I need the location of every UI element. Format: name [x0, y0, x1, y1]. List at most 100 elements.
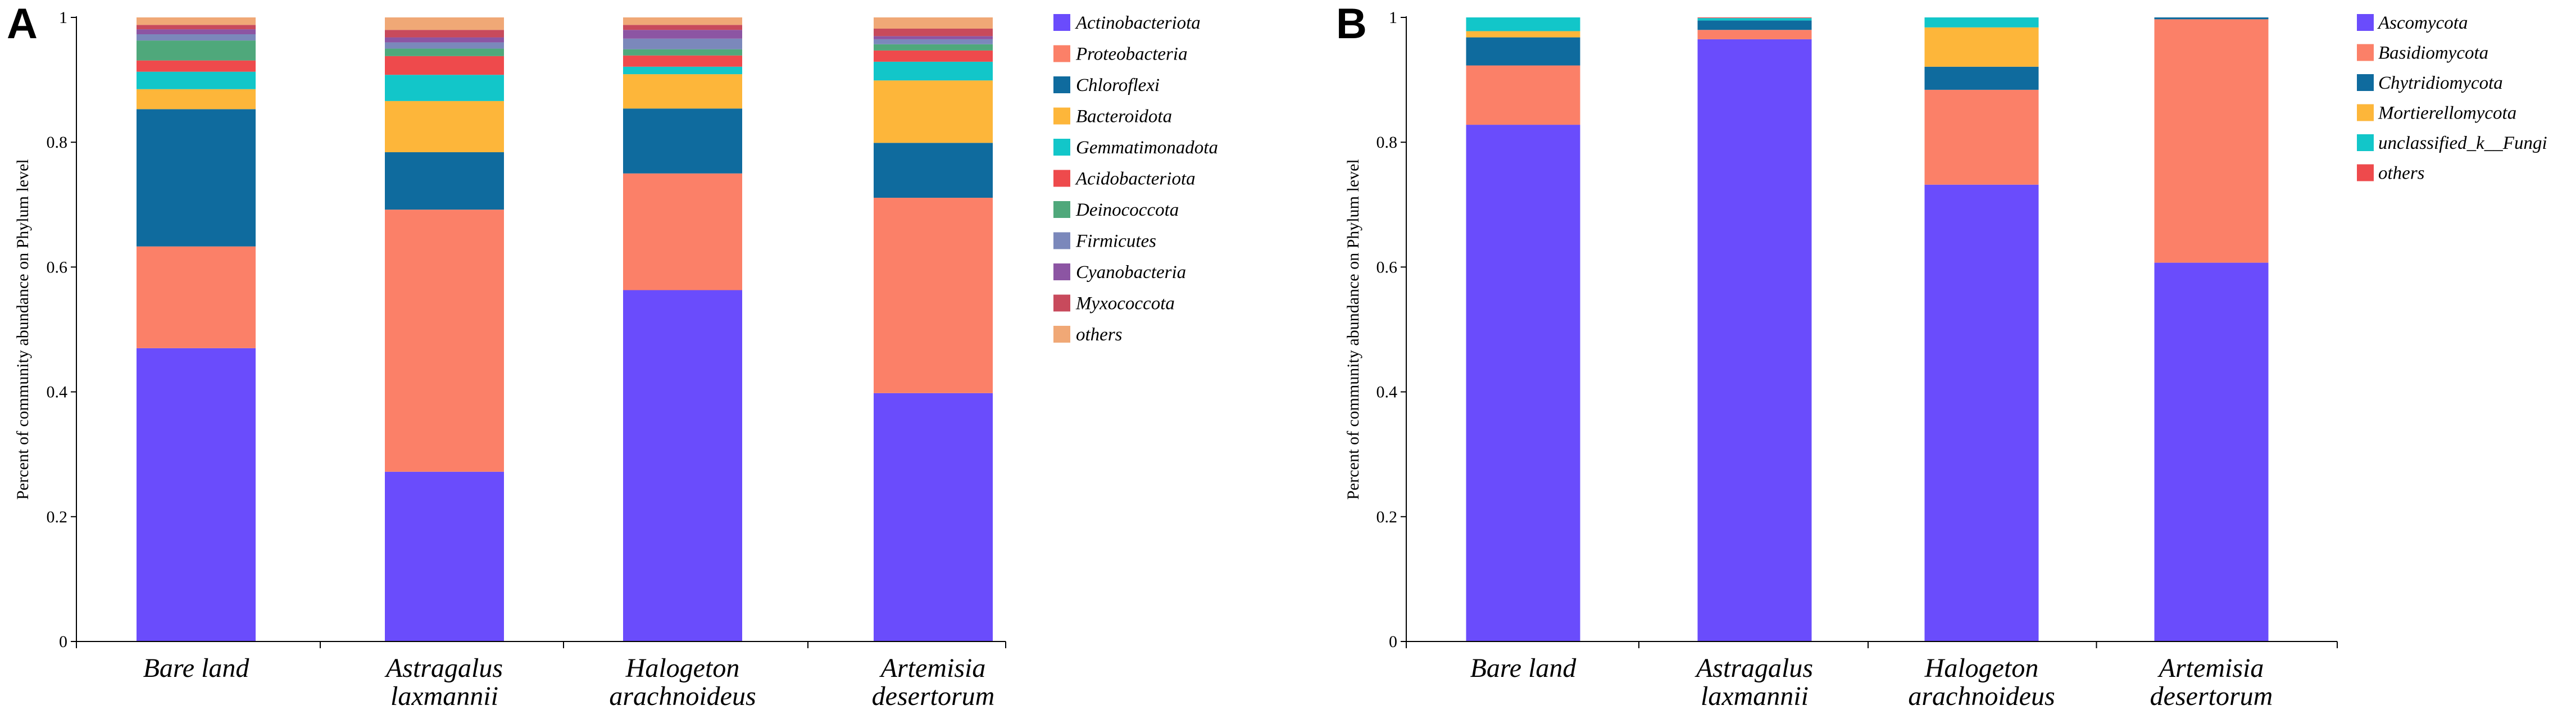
bar-segment-myxococcota-bare-land: [137, 25, 256, 30]
bar-segment-acidobacteriota-artemisia-desertorum: [874, 50, 993, 62]
bar-segment-basidiomycota-bare-land: [1466, 65, 1580, 125]
bar-segment-proteobacteria-bare-land: [137, 246, 256, 348]
x-category-label: laxmannii: [1701, 681, 1809, 711]
panel-a: A 0 0.2 0.4 0.6 0.8 1 Bare land Astragaluslaxman…: [7, 0, 1218, 711]
bar-segment-chytridiomycota-artemisia-desertorum: [2154, 17, 2269, 20]
x-category-label: laxmannii: [390, 681, 498, 711]
x-category-label: Astragalus: [1694, 653, 1813, 683]
legend-swatch-chloroflexi: [1053, 76, 1070, 93]
y-tick-label: 0: [59, 632, 67, 651]
x-category-label: arachnoideus: [609, 681, 756, 711]
legend-swatch-gemmatimonadota: [1053, 139, 1070, 156]
bar-segment-others-halogeton-arachnoideus: [623, 17, 742, 25]
bar-segment-others-astragalus-laxmannii: [385, 17, 504, 30]
bar-segment-ascomycota-halogeton-arachnoideus: [1924, 184, 2039, 641]
bar-segment-actinobacteriota-artemisia-desertorum: [874, 393, 993, 641]
bar-segment-firmicutes-bare-land: [137, 34, 256, 41]
legend-label-acidobacteriota: Acidobacteriota: [1075, 169, 1196, 189]
bar-segment-myxococcota-astragalus-laxmannii: [385, 30, 504, 38]
bar-segment-mortierellomycota-halogeton-arachnoideus: [1924, 27, 2039, 67]
bar-segment-unclassified-k-fungi-halogeton-arachnoideus: [1924, 17, 2039, 28]
bar-segment-acidobacteriota-astragalus-laxmannii: [385, 56, 504, 75]
legend-swatch-deinococcota: [1053, 201, 1070, 218]
legend-label-firmicutes: Firmicutes: [1075, 231, 1156, 252]
bar-segment-unclassified-k-fungi-bare-land: [1466, 17, 1580, 31]
bar-segment-gemmatimonadota-artemisia-desertorum: [874, 61, 993, 81]
bar-segment-bacteroidota-bare-land: [137, 89, 256, 110]
bar-segment-proteobacteria-artemisia-desertorum: [874, 198, 993, 393]
bar-segment-chloroflexi-halogeton-arachnoideus: [623, 108, 742, 174]
legend-swatch-firmicutes: [1053, 232, 1070, 249]
bar-segment-bacteroidota-astragalus-laxmannii: [385, 101, 504, 152]
legend-swatch-acidobacteriota: [1053, 170, 1070, 187]
bar-segment-others-bare-land: [137, 17, 256, 25]
legend-label-bacteroidota: Bacteroidota: [1076, 107, 1172, 127]
bar-segment-cyanobacteria-halogeton-arachnoideus: [623, 30, 742, 39]
x-category-label: desertorum: [2150, 681, 2273, 711]
x-category-label: Artemisia: [2157, 653, 2264, 683]
legend-label-mortierellomycota: Mortierellomycota: [2378, 103, 2516, 124]
legend-swatch-bacteroidota: [1053, 107, 1070, 125]
legend-label-gemmatimonadota: Gemmatimonadota: [1076, 138, 1218, 158]
legend-label-chloroflexi: Chloroflexi: [1076, 75, 1160, 95]
bar-segment-proteobacteria-halogeton-arachnoideus: [623, 173, 742, 290]
bar-segment-unclassified-k-fungi-astragalus-laxmannii: [1697, 18, 1812, 21]
legend-swatch-mortierellomycota: [2357, 104, 2374, 121]
bar-segment-basidiomycota-astragalus-laxmannii: [1697, 30, 1812, 39]
legend-swatch-chytridiomycota: [2357, 74, 2374, 91]
bar-segment-actinobacteriota-astragalus-laxmannii: [385, 471, 504, 641]
bar-segment-actinobacteriota-bare-land: [137, 348, 256, 641]
x-category-label: Halogeton: [625, 653, 740, 683]
legend-swatch-proteobacteria: [1053, 45, 1070, 62]
bar-segment-acidobacteriota-halogeton-arachnoideus: [623, 55, 742, 67]
bar-segment-gemmatimonadota-halogeton-arachnoideus: [623, 66, 742, 75]
legend-label-basidiomycota: Basidiomycota: [2378, 43, 2488, 63]
bar-segment-firmicutes-halogeton-arachnoideus: [623, 38, 742, 49]
x-category-label: Bare land: [143, 653, 250, 683]
bar-segment-chytridiomycota-astragalus-laxmannii: [1697, 20, 1812, 30]
bar-segment-bacteroidota-halogeton-arachnoideus: [623, 74, 742, 109]
y-axis-title: Percent of community abundance on Phylum…: [1344, 159, 1362, 500]
legend-swatch-ascomycota: [2357, 14, 2374, 31]
bar-segment-chloroflexi-artemisia-desertorum: [874, 143, 993, 198]
bar-segment-chytridiomycota-halogeton-arachnoideus: [1924, 66, 2039, 90]
panel-b: B 0 0.2 0.4 0.6 0.8 1 Bare land Astragaluslaxman…: [1336, 0, 2547, 711]
bar-segment-firmicutes-astragalus-laxmannii: [385, 42, 504, 49]
legend-label-myxococcota: Myxococcota: [1075, 294, 1175, 314]
legend-swatch-others: [1053, 326, 1070, 343]
bar-segment-myxococcota-artemisia-desertorum: [874, 28, 993, 37]
bar-segment-gemmatimonadota-bare-land: [137, 71, 256, 89]
bar-segment-gemmatimonadota-astragalus-laxmannii: [385, 75, 504, 101]
panel-letter: B: [1336, 0, 1367, 48]
x-category-label: Astragalus: [384, 653, 503, 683]
y-tick-label: 0.8: [1376, 133, 1398, 152]
y-tick-label: 1: [1389, 8, 1397, 27]
y-tick-label: 0.8: [47, 133, 68, 152]
bar-segment-deinococcota-artemisia-desertorum: [874, 44, 993, 51]
bar-segment-ascomycota-bare-land: [1466, 125, 1580, 642]
bar-segment-deinococcota-bare-land: [137, 40, 256, 61]
legend-label-cyanobacteria: Cyanobacteria: [1076, 262, 1186, 283]
bar-segment-myxococcota-halogeton-arachnoideus: [623, 25, 742, 30]
bar-segment-cyanobacteria-artemisia-desertorum: [874, 36, 993, 39]
y-axis-title: Percent of community abundance on Phylum…: [13, 159, 32, 500]
legend-label-ascomycota: Ascomycota: [2377, 13, 2468, 33]
y-tick-label: 0.6: [47, 258, 68, 276]
bar-segment-cyanobacteria-astragalus-laxmannii: [385, 37, 504, 43]
bar-segment-bacteroidota-artemisia-desertorum: [874, 80, 993, 143]
panel-letter: A: [7, 0, 38, 48]
bar-segment-basidiomycota-artemisia-desertorum: [2154, 19, 2269, 263]
bar-segment-deinococcota-halogeton-arachnoideus: [623, 49, 742, 56]
legend-label-deinococcota: Deinococcota: [1075, 200, 1179, 220]
y-tick-label: 0: [1389, 632, 1397, 651]
bar-segment-actinobacteriota-halogeton-arachnoideus: [623, 290, 742, 641]
bar-segment-chloroflexi-astragalus-laxmannii: [385, 152, 504, 210]
y-tick-label: 0.4: [1376, 383, 1398, 402]
bar-segment-ascomycota-astragalus-laxmannii: [1697, 39, 1812, 641]
bar-segment-proteobacteria-astragalus-laxmannii: [385, 210, 504, 472]
bar-segment-others-astragalus-laxmannii: [1697, 17, 1812, 19]
x-category-label: Bare land: [1470, 653, 1577, 683]
legend-swatch-cyanobacteria: [1053, 263, 1070, 280]
bar-segment-deinococcota-astragalus-laxmannii: [385, 48, 504, 56]
